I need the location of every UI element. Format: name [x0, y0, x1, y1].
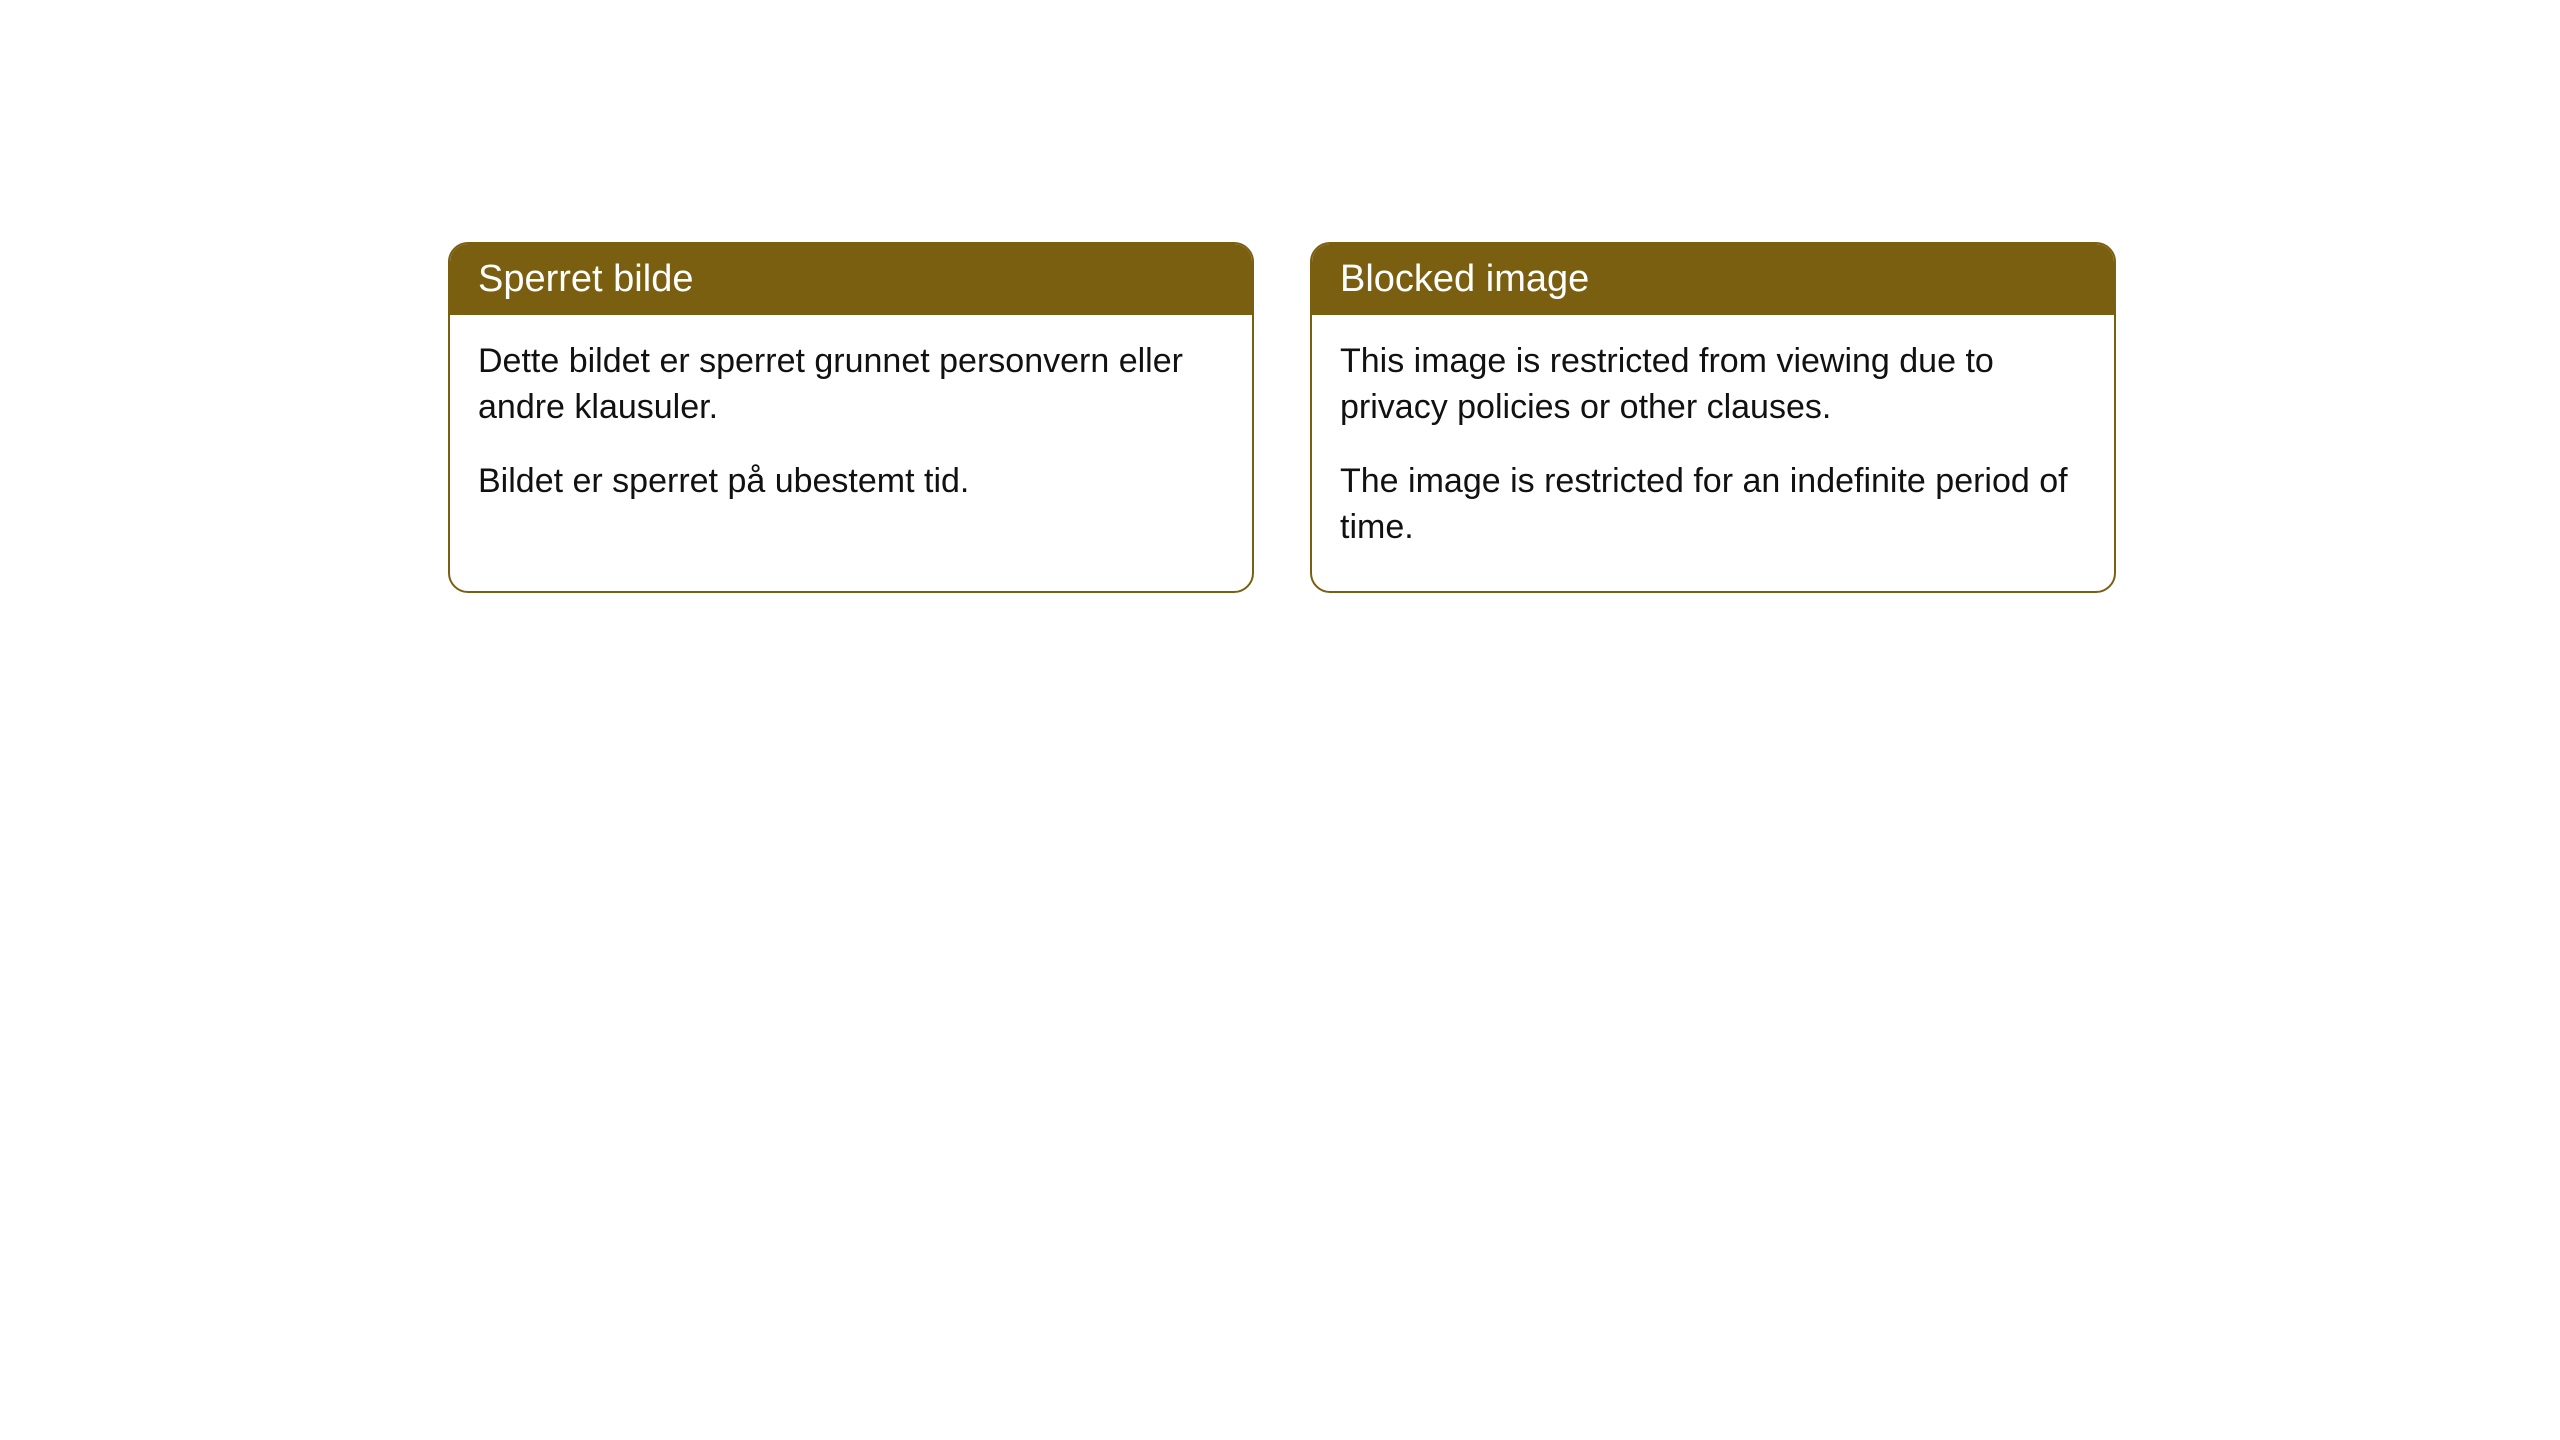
card-body-norwegian: Dette bildet er sperret grunnet personve… [450, 315, 1252, 545]
card-norwegian: Sperret bilde Dette bildet er sperret gr… [448, 242, 1254, 593]
card-paragraph: Dette bildet er sperret grunnet personve… [478, 339, 1224, 431]
card-paragraph: Bildet er sperret på ubestemt tid. [478, 459, 1224, 505]
card-title: Sperret bilde [478, 258, 693, 300]
card-body-english: This image is restricted from viewing du… [1312, 315, 2114, 591]
card-paragraph: The image is restricted for an indefinit… [1340, 459, 2086, 551]
card-title: Blocked image [1340, 258, 1589, 300]
card-english: Blocked image This image is restricted f… [1310, 242, 2116, 593]
card-header-norwegian: Sperret bilde [450, 244, 1252, 315]
card-header-english: Blocked image [1312, 244, 2114, 315]
info-cards-container: Sperret bilde Dette bildet er sperret gr… [448, 242, 2116, 593]
card-paragraph: This image is restricted from viewing du… [1340, 339, 2086, 431]
